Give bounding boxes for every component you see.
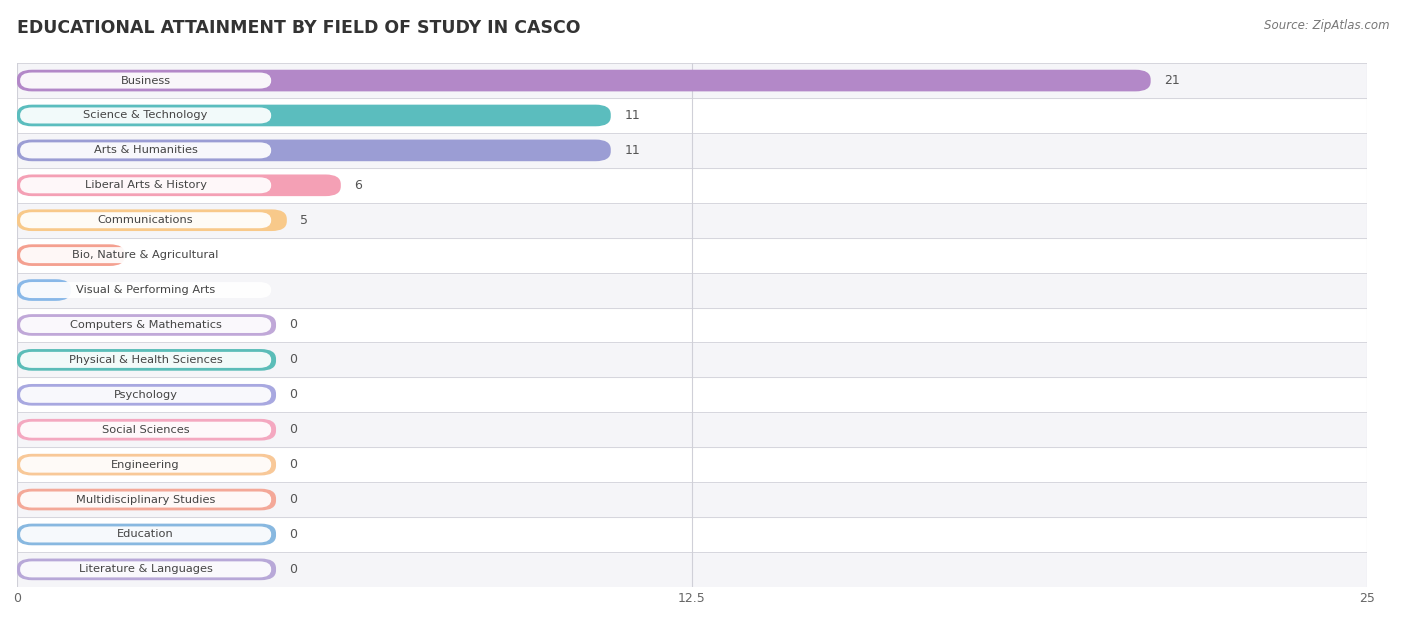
Text: 0: 0 — [290, 423, 298, 436]
Text: Physical & Health Sciences: Physical & Health Sciences — [69, 355, 222, 365]
Bar — [17, 133, 1367, 168]
Text: Social Sciences: Social Sciences — [101, 425, 190, 435]
Bar — [17, 517, 1367, 552]
Text: Source: ZipAtlas.com: Source: ZipAtlas.com — [1264, 19, 1389, 32]
Text: 2: 2 — [138, 249, 146, 262]
Text: Arts & Humanities: Arts & Humanities — [94, 145, 198, 155]
Text: Visual & Performing Arts: Visual & Performing Arts — [76, 285, 215, 295]
FancyBboxPatch shape — [17, 384, 276, 406]
Text: 0: 0 — [290, 528, 298, 541]
Text: Liberal Arts & History: Liberal Arts & History — [84, 180, 207, 191]
Text: 0: 0 — [290, 458, 298, 471]
FancyBboxPatch shape — [20, 73, 271, 88]
FancyBboxPatch shape — [17, 349, 276, 370]
FancyBboxPatch shape — [20, 387, 271, 403]
FancyBboxPatch shape — [17, 314, 276, 336]
Bar — [17, 98, 1367, 133]
FancyBboxPatch shape — [20, 526, 271, 543]
FancyBboxPatch shape — [17, 105, 610, 126]
FancyBboxPatch shape — [17, 489, 276, 510]
Bar — [17, 447, 1367, 482]
Text: Computers & Mathematics: Computers & Mathematics — [70, 320, 222, 330]
Bar — [17, 552, 1367, 587]
Bar — [17, 63, 1367, 98]
Text: Psychology: Psychology — [114, 390, 177, 400]
Text: 0: 0 — [290, 319, 298, 331]
Bar — [17, 203, 1367, 238]
Text: 21: 21 — [1164, 74, 1180, 87]
FancyBboxPatch shape — [17, 558, 276, 580]
FancyBboxPatch shape — [17, 454, 276, 475]
Text: Business: Business — [121, 76, 170, 86]
FancyBboxPatch shape — [17, 209, 287, 231]
Text: 11: 11 — [624, 144, 640, 157]
Text: 1: 1 — [84, 283, 93, 297]
Text: 0: 0 — [290, 388, 298, 401]
Text: 5: 5 — [301, 214, 308, 227]
FancyBboxPatch shape — [17, 175, 340, 196]
FancyBboxPatch shape — [17, 139, 610, 161]
FancyBboxPatch shape — [20, 177, 271, 193]
Text: Multidisciplinary Studies: Multidisciplinary Studies — [76, 495, 215, 505]
FancyBboxPatch shape — [20, 352, 271, 368]
Bar — [17, 273, 1367, 307]
Text: Literature & Languages: Literature & Languages — [79, 564, 212, 574]
FancyBboxPatch shape — [17, 244, 125, 266]
Bar — [17, 377, 1367, 412]
Text: 0: 0 — [290, 353, 298, 367]
FancyBboxPatch shape — [17, 70, 1150, 91]
Text: 11: 11 — [624, 109, 640, 122]
Bar — [17, 482, 1367, 517]
FancyBboxPatch shape — [17, 524, 276, 545]
Text: 0: 0 — [290, 493, 298, 506]
FancyBboxPatch shape — [20, 247, 271, 263]
FancyBboxPatch shape — [20, 212, 271, 228]
Text: Communications: Communications — [98, 215, 194, 225]
Text: 6: 6 — [354, 179, 363, 192]
Text: Engineering: Engineering — [111, 459, 180, 469]
FancyBboxPatch shape — [20, 457, 271, 473]
FancyBboxPatch shape — [20, 422, 271, 438]
Bar — [17, 412, 1367, 447]
FancyBboxPatch shape — [20, 143, 271, 158]
FancyBboxPatch shape — [20, 562, 271, 577]
FancyBboxPatch shape — [17, 419, 276, 440]
Bar — [17, 238, 1367, 273]
FancyBboxPatch shape — [20, 317, 271, 333]
FancyBboxPatch shape — [17, 280, 70, 301]
Text: EDUCATIONAL ATTAINMENT BY FIELD OF STUDY IN CASCO: EDUCATIONAL ATTAINMENT BY FIELD OF STUDY… — [17, 19, 581, 37]
FancyBboxPatch shape — [20, 282, 271, 298]
Text: Science & Technology: Science & Technology — [83, 110, 208, 121]
Text: Bio, Nature & Agricultural: Bio, Nature & Agricultural — [73, 250, 219, 260]
FancyBboxPatch shape — [20, 107, 271, 124]
Bar — [17, 343, 1367, 377]
Text: Education: Education — [117, 529, 174, 540]
Bar — [17, 307, 1367, 343]
FancyBboxPatch shape — [20, 492, 271, 507]
Text: 0: 0 — [290, 563, 298, 576]
Bar — [17, 168, 1367, 203]
